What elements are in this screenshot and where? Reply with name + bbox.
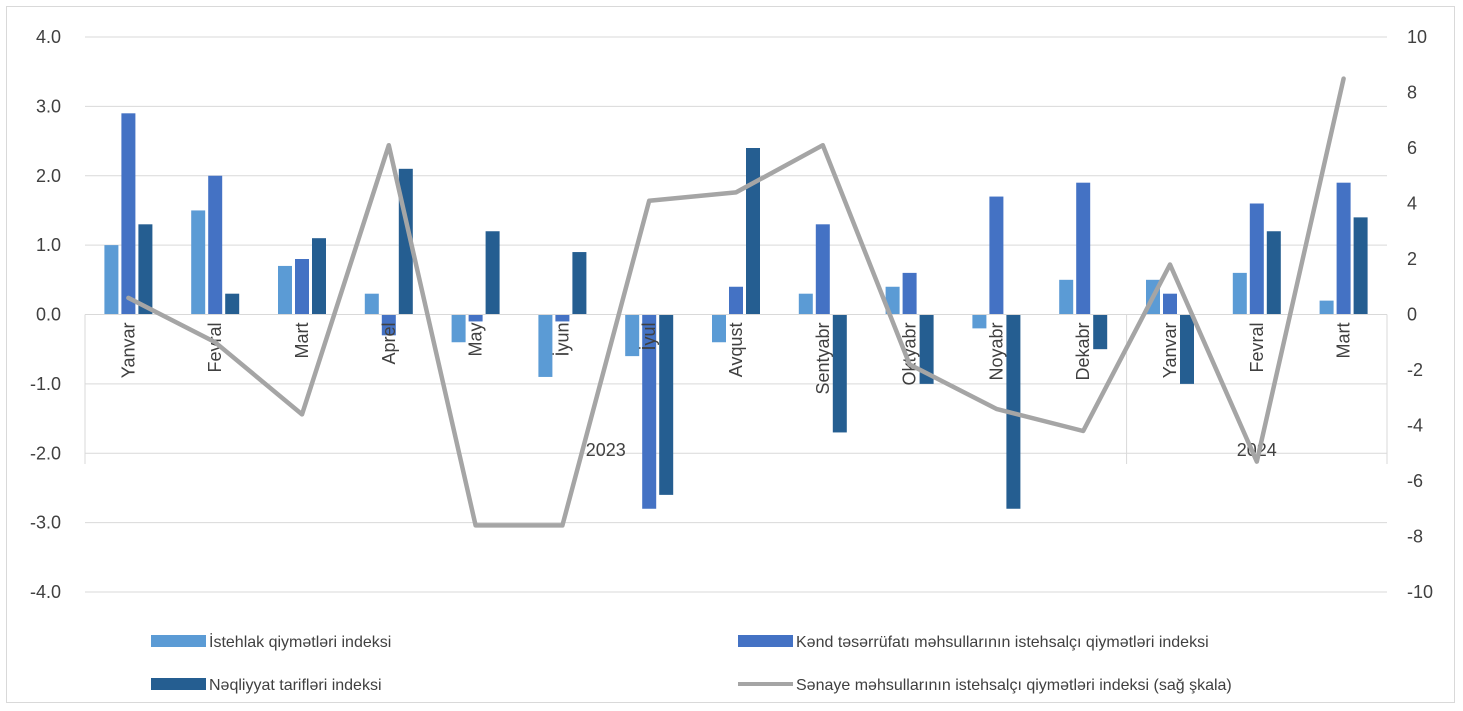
category-label: Fevral (205, 323, 225, 373)
bar (659, 314, 674, 495)
category-label: Yanvar (1160, 323, 1180, 379)
left-tick-label: 3.0 (36, 96, 61, 116)
right-tick-label: 4 (1407, 194, 1417, 214)
year-label: 2024 (1237, 440, 1277, 460)
bar (1319, 300, 1334, 315)
bar (1059, 279, 1074, 315)
category-label: Yanvar (118, 323, 138, 379)
bar (1076, 182, 1091, 315)
right-tick-label: 10 (1407, 27, 1427, 47)
category-label: Sentyabr (813, 322, 833, 394)
bar (902, 272, 917, 315)
category-label: Fevral (1247, 323, 1267, 373)
left-tick-label: 0.0 (36, 305, 61, 325)
right-tick-label: -8 (1407, 527, 1423, 547)
left-tick-label: -2.0 (30, 443, 61, 463)
bar (989, 196, 1004, 315)
category-label: Noyabr (986, 323, 1006, 381)
line-series (126, 76, 1346, 528)
left-tick-label: 1.0 (36, 235, 61, 255)
bar (1180, 314, 1194, 384)
bar (121, 113, 136, 315)
year-label: 2023 (586, 440, 626, 460)
right-tick-label: -10 (1407, 582, 1433, 602)
bar (208, 175, 223, 315)
category-label: İyul (639, 323, 659, 351)
category-label: İyun (552, 323, 572, 357)
bar (746, 148, 760, 315)
bar (364, 293, 379, 315)
bar (1266, 231, 1281, 315)
right-tick-label: -2 (1407, 360, 1423, 380)
bar (1249, 203, 1264, 315)
bar (972, 314, 987, 329)
bar (225, 293, 240, 315)
right-tick-label: 8 (1407, 83, 1417, 103)
bar (1336, 182, 1351, 315)
category-label: Oktyabr (900, 323, 920, 386)
bar (642, 314, 657, 509)
category-label: May (466, 323, 486, 357)
bar (312, 238, 326, 315)
bar (815, 224, 830, 315)
bar (729, 286, 743, 315)
bar (138, 224, 153, 315)
legend-swatch (151, 635, 206, 647)
bar (572, 252, 587, 315)
bar (278, 265, 292, 315)
bar (191, 210, 206, 315)
right-tick-label: -6 (1407, 471, 1423, 491)
category-label: Aprel (379, 323, 399, 365)
bar (625, 314, 640, 357)
bar (1353, 217, 1368, 315)
chart-frame: 2023 2024 Yanvar Fevral Mart Aprel May İyun İyul… (6, 6, 1455, 703)
bars (104, 113, 1368, 509)
right-tick-label: -4 (1407, 416, 1423, 436)
line-series-path (126, 76, 1346, 528)
right-tick-label: 6 (1407, 138, 1417, 158)
left-tick-label: -4.0 (30, 582, 61, 602)
bar (1232, 272, 1247, 315)
chart-svg: 2023 2024 Yanvar Fevral Mart Aprel May İyun İyul… (30, 27, 1433, 694)
category-label: Dekabr (1073, 323, 1093, 381)
bar (1093, 314, 1108, 350)
legend-label: İstehlak qiymətləri indeksi (209, 632, 391, 651)
tick-labels: 4.0 3.0 2.0 1.0 0.0 -1.0 -2.0 -3.0 -4.0 10 8 6 4 2 0 -2… (30, 27, 1433, 602)
bar (919, 314, 934, 384)
bar (485, 231, 500, 315)
legend-swatch (151, 678, 206, 690)
legend: İstehlak qiymətləri indeksi Kənd təsərrüf… (151, 632, 1232, 694)
left-tick-label: 4.0 (36, 27, 61, 47)
bar (798, 293, 813, 315)
left-tick-label: -3.0 (30, 513, 61, 533)
bar (832, 314, 847, 433)
legend-label: Nəqliyyat tarifləri indeksi (209, 677, 382, 694)
legend-swatch (738, 635, 793, 647)
bar (538, 314, 553, 377)
bar (295, 259, 309, 315)
bar (468, 314, 483, 322)
right-tick-label: 0 (1407, 305, 1417, 325)
category-label: Mart (1334, 323, 1354, 359)
right-tick-label: 2 (1407, 249, 1417, 269)
bar (104, 245, 119, 315)
left-tick-label: 2.0 (36, 166, 61, 186)
bar (712, 314, 726, 343)
category-label: Avqust (726, 323, 746, 378)
bar (555, 314, 570, 322)
bar (1163, 293, 1177, 315)
legend-label: Sənaye məhsullarının istehsalçı qiymətlə… (796, 677, 1232, 694)
bar (381, 314, 396, 336)
category-label: Mart (292, 323, 312, 359)
category-axis: 2023 2024 Yanvar Fevral Mart Aprel May İyun İyul… (84, 314, 1388, 464)
left-tick-label: -1.0 (30, 374, 61, 394)
legend-label: Kənd təsərrüfatı məhsullarının istehsalç… (796, 634, 1209, 651)
bar (451, 314, 466, 343)
